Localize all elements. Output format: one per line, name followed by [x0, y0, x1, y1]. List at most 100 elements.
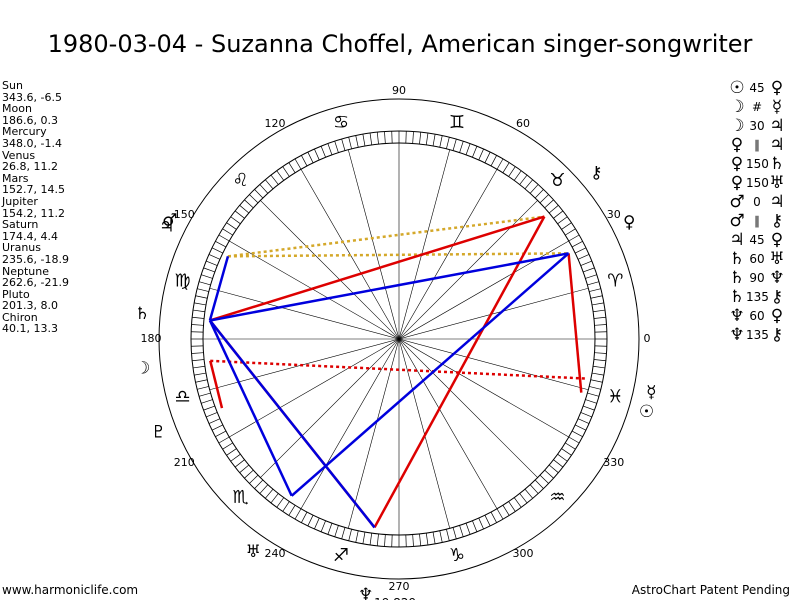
degree-tick	[583, 267, 595, 273]
planet-position: 40.1, 13.3	[2, 322, 58, 336]
planet-glyph: ☽	[729, 96, 745, 117]
degree-tick	[203, 405, 215, 411]
planet-glyph: ♄	[729, 248, 745, 269]
aspect-list: ☉ 45 ♀ ☽ # ☿ ☽ 30 ♃ ♀ ∥ ♃ ♀ 150 ♄ ♀ 150 ♅ ♂ 0 ♃ ♂ ∥ ⚷ ♃ 4…	[728, 78, 800, 345]
planet-position: 235.6, -18.9	[2, 252, 69, 266]
degree-tick	[585, 274, 597, 279]
degree-tick	[376, 533, 379, 546]
degree-tick	[192, 309, 205, 313]
degree-tick	[553, 210, 564, 219]
planet-glyph: ☽	[729, 115, 745, 136]
degree-tick	[508, 501, 516, 512]
aspect-line	[210, 359, 585, 380]
degree-tick	[254, 189, 264, 199]
degree-tick	[334, 525, 339, 537]
degree-tick	[259, 184, 269, 194]
aspect-row: ♀ 150 ♅	[728, 172, 800, 193]
degree-tick	[568, 436, 580, 444]
degree-tick	[577, 254, 590, 260]
aspect-value: #	[751, 99, 763, 114]
website-link[interactable]: www.harmoniclife.com	[2, 583, 139, 597]
degree-tick	[561, 222, 572, 230]
degree-tick	[197, 386, 209, 390]
degree-tick	[502, 162, 510, 173]
aspect-line	[208, 319, 293, 497]
degree-tick	[548, 205, 559, 214]
planet-name: Venus	[2, 148, 36, 162]
degree-tick	[508, 166, 516, 177]
degree-tick	[419, 132, 422, 145]
degree-tick	[478, 148, 484, 161]
aspect-value: 150	[746, 156, 769, 171]
aspect-row: ♄ 90 ♆	[728, 268, 800, 288]
planet-glyph: ♅	[769, 172, 785, 193]
planet-glyph: ♆	[729, 324, 745, 345]
degree-tick	[524, 488, 533, 499]
degree-label: 150	[174, 208, 195, 221]
degree-tick	[288, 162, 296, 173]
degree-tick	[294, 508, 302, 520]
degree-tick	[270, 493, 279, 504]
degree-tick	[197, 288, 209, 292]
degree-tick	[341, 527, 346, 540]
degree-tick	[484, 515, 491, 527]
planet-glyph: ☉	[639, 402, 654, 422]
degree-label: 300	[513, 547, 534, 560]
degree-tick	[571, 430, 583, 437]
aspect-row: ♀ 150 ♄	[728, 154, 800, 174]
planet-glyph: ♃	[769, 134, 785, 155]
degree-tick	[211, 247, 223, 254]
degree-tick	[594, 324, 607, 326]
degree-label: 0	[644, 332, 651, 345]
zodiac-sign-glyph: ♈	[607, 271, 623, 292]
degree-tick	[265, 179, 274, 190]
planet-position: 26.8, 11.2	[2, 160, 58, 174]
zodiac-sign-glyph: ♑	[449, 545, 465, 566]
planet-position: 152.7, 14.5	[2, 183, 65, 197]
degree-tick	[452, 527, 457, 540]
planet-name: Mars	[2, 171, 29, 185]
degree-tick	[425, 533, 429, 546]
degree-tick	[369, 132, 373, 145]
planet-glyph: ☽	[135, 359, 150, 379]
degree-label: 270	[389, 580, 410, 593]
planet-name: Sun	[2, 79, 23, 92]
chart-title: 1980-03-04 - Suzanna Choffel, American s…	[47, 30, 753, 58]
degree-tick	[557, 453, 568, 462]
planet-glyph: ♀	[623, 213, 635, 233]
degree-label: 60	[516, 117, 530, 130]
degree-tick	[478, 517, 484, 530]
aspect-value: 45	[749, 80, 765, 95]
aspect-row: ♆ 60 ♀	[728, 306, 800, 326]
aspect-line	[208, 255, 230, 321]
patent-note: AstroChart Patent Pending	[631, 583, 790, 597]
degree-tick	[195, 379, 208, 383]
degree-tick	[244, 469, 254, 479]
degree-tick	[327, 523, 333, 535]
spoke-line	[209, 287, 589, 391]
aspect-value: 90	[749, 270, 765, 285]
degree-tick	[513, 170, 522, 181]
aspect-line	[227, 215, 545, 258]
planet-glyph: ♂	[162, 211, 177, 231]
degree-tick	[320, 520, 326, 532]
planet-glyph: ♄	[729, 286, 745, 307]
planet-glyph: ♇	[151, 423, 166, 443]
degree-tick	[484, 151, 491, 163]
degree-tick	[294, 158, 302, 170]
degree-tick	[583, 405, 595, 411]
degree-tick	[191, 324, 204, 326]
degree-tick	[244, 199, 254, 209]
planet-position: 186.6, 0.3	[2, 113, 58, 127]
planet-position-list: Sun 343.6, -6.5 Moon 186.6, 0.3 Mercury …	[2, 80, 69, 335]
planet-glyph: ♃	[769, 191, 785, 212]
aspect-value: 0	[753, 194, 761, 209]
degree-tick	[590, 379, 603, 383]
degree-tick	[539, 474, 549, 484]
aspect-line	[290, 252, 570, 497]
aspect-row: ♆ 135 ⚷	[728, 324, 800, 345]
degree-label: 30	[607, 208, 621, 221]
degree-tick	[384, 131, 386, 144]
aspect-value: 135	[746, 289, 769, 304]
planet-glyph: ♄	[135, 304, 150, 324]
